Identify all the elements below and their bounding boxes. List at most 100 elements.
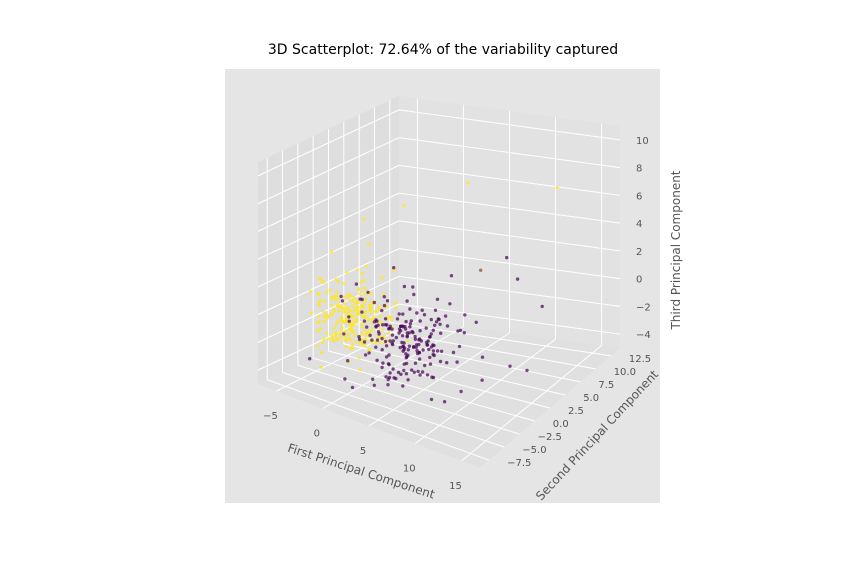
data-point-series-0: [369, 303, 373, 307]
z-tick-label: 2: [636, 247, 642, 258]
data-point-series-1: [429, 317, 433, 322]
z-axis-label: Third Principal Component: [669, 170, 683, 330]
data-point-series-1: [442, 400, 447, 404]
data-point-series-0: [330, 312, 334, 316]
data-point-series-0: [343, 338, 347, 342]
data-point-series-1: [422, 313, 427, 317]
data-point-series-1: [425, 343, 430, 347]
data-point-series-1: [416, 369, 420, 374]
data-point-series-0: [326, 337, 331, 341]
data-point-series-0: [360, 324, 364, 329]
data-point-series-0: [363, 286, 367, 291]
data-point-series-1: [434, 320, 439, 324]
data-point-series-1: [382, 303, 387, 308]
data-point-series-1: [412, 345, 416, 349]
data-point-series-1: [366, 290, 370, 294]
data-point-series-1: [343, 377, 347, 381]
x-tick-label: 5: [360, 446, 366, 457]
data-point-series-0: [367, 347, 371, 352]
data-point-series-1: [429, 332, 433, 336]
grid-line-z-left: [257, 303, 400, 371]
data-point-series-1: [372, 383, 376, 387]
grid-line-z-left: [257, 248, 400, 316]
data-point-series-0: [393, 301, 398, 305]
data-point-series-1: [387, 363, 391, 367]
data-point-series-1: [340, 299, 345, 303]
data-point-series-0: [315, 344, 319, 348]
y-tick-label: −7.5: [507, 458, 531, 469]
data-point-series-1: [399, 324, 403, 329]
data-point-series-0: [377, 335, 382, 339]
data-point-series-1: [431, 375, 436, 380]
data-point-series-0: [330, 336, 334, 340]
grid-line-z-back: [398, 248, 621, 280]
data-point-series-1: [370, 338, 374, 342]
data-point-series-0: [317, 303, 322, 308]
data-point-series-0: [364, 297, 368, 301]
data-point-series-0: [352, 318, 356, 323]
data-point-series-0: [351, 330, 355, 334]
data-point-series-0: [325, 291, 329, 295]
data-point-series-0: [319, 365, 323, 369]
data-point-series-0: [322, 310, 326, 314]
data-point-series-1: [414, 343, 419, 347]
grid-line-z-left: [257, 192, 400, 260]
data-point-series-0: [353, 333, 357, 338]
data-point-series-1: [418, 329, 422, 333]
data-point-series-1: [350, 385, 355, 390]
data-point-series-0: [351, 346, 355, 350]
z-tick-label: 10: [636, 136, 649, 147]
data-point-series-1: [525, 368, 529, 373]
data-point-series-0: [358, 292, 363, 296]
z-tick-labels: −4 −2 0 2 4 6 8 10: [636, 136, 651, 341]
data-point-series-1: [463, 313, 467, 317]
data-point-series-1: [402, 284, 407, 289]
data-point-series-1: [435, 349, 440, 353]
data-point-series-1: [395, 317, 400, 321]
data-point-series-1: [404, 319, 408, 324]
data-point-series-1: [362, 319, 367, 323]
data-point-series-0: [378, 340, 382, 345]
data-point-series-0: [392, 268, 396, 273]
data-point-series-1: [342, 332, 346, 336]
data-point-series-0: [320, 280, 325, 284]
data-point-series-1: [363, 353, 368, 357]
data-point-series-1: [385, 299, 390, 303]
data-point-series-1: [457, 344, 462, 349]
data-point-series-0: [380, 275, 384, 280]
data-point-series-0: [346, 312, 350, 316]
data-point-series-1: [423, 363, 427, 368]
y-tick-labels: −7.5 −5.0 −2.5 0.0 2.5 5.0 7.510.0 12.5: [507, 354, 651, 469]
data-point-series-0: [323, 299, 327, 304]
data-point-series-0: [373, 340, 377, 344]
grid-line-z-left: [257, 275, 400, 343]
data-point-series-0: [364, 310, 368, 314]
data-points: [308, 181, 559, 404]
data-point-series-0: [372, 315, 376, 319]
data-point-series-0: [320, 340, 325, 345]
grid-line-z-back: [398, 164, 621, 196]
grid-line-y-floor: [297, 364, 520, 435]
z-tick-label: 8: [636, 164, 642, 175]
data-point-series-1: [412, 370, 416, 374]
data-point-series-0: [342, 302, 347, 306]
data-point-series-1: [427, 347, 431, 352]
data-point-series-1: [451, 350, 456, 355]
data-point-series-1: [508, 364, 512, 368]
data-point-series-0: [335, 322, 339, 326]
data-point-series-0: [322, 319, 327, 324]
data-point-series-0: [347, 308, 351, 312]
data-point-series-1: [445, 324, 450, 328]
data-point-series-1: [398, 329, 403, 333]
data-point-series-0: [308, 289, 312, 294]
data-point-series-1: [408, 307, 412, 311]
y-tick-label: −2.5: [538, 432, 562, 443]
data-point-series-1: [362, 340, 367, 344]
grid-line-z-left: [257, 109, 400, 177]
data-point-series-0: [350, 343, 354, 347]
data-point-series-1: [375, 338, 380, 342]
data-point-series-1: [402, 348, 406, 352]
data-point-series-0: [355, 308, 360, 313]
data-point-series-0: [355, 320, 359, 324]
